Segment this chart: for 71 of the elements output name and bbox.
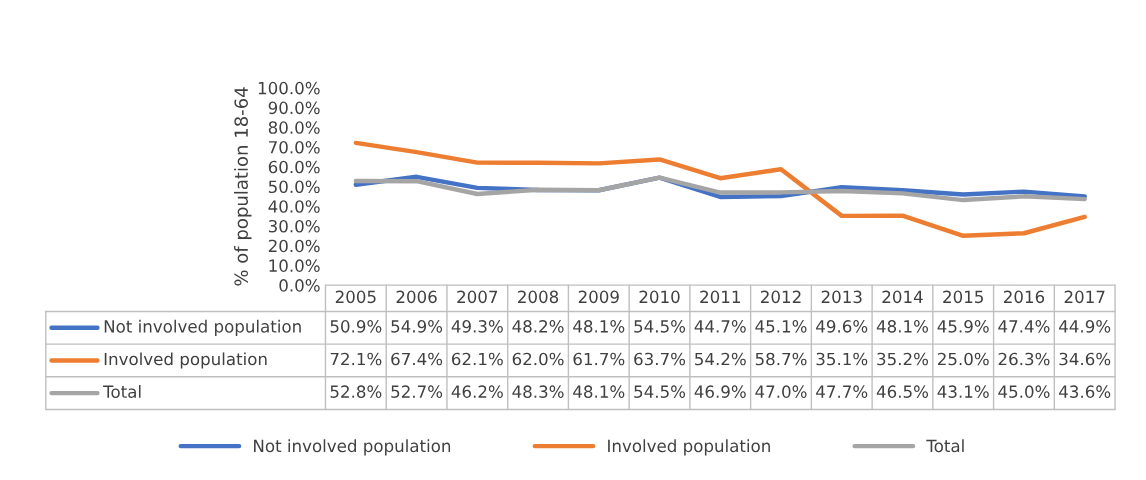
y-axis-title: % of population 18-64: [234, 87, 252, 286]
text: Not involved population: [254, 439, 451, 456]
data-label: 45.0%: [998, 385, 1050, 398]
x-tick-label: 2014: [882, 290, 923, 304]
legend-label: Total: [926, 439, 964, 453]
y-tick-label: 70.0%: [269, 140, 320, 154]
data-label: 35.1%: [816, 352, 868, 366]
x-tick-label: 2012: [761, 290, 801, 304]
y-tick-label: 40.0%: [268, 200, 320, 213]
data-label: 48.1%: [573, 320, 625, 333]
data-label: 62.0%: [512, 352, 564, 366]
data-label: 52.8%: [330, 385, 382, 398]
data-label: 50.9%: [330, 320, 382, 333]
data-label: 54.5%: [634, 385, 686, 398]
x-tick-label: 2013: [821, 290, 862, 304]
data-label: 54.2%: [695, 352, 746, 366]
y-tick-label: 50.0%: [268, 180, 320, 194]
data-label: 62.1%: [452, 352, 503, 366]
x-tick-label: 2017: [1064, 290, 1105, 304]
y-tick-label: 60.0%: [268, 160, 320, 174]
legend-label: Not involved population: [104, 319, 301, 336]
y-tick-label: 10.0%: [269, 259, 320, 272]
data-label: 49.6%: [816, 320, 868, 333]
x-tick-label: 2008: [518, 290, 559, 304]
legend-label: Involved population: [104, 352, 267, 369]
data-label: 63.7%: [634, 352, 686, 366]
data-label: 47.0%: [755, 385, 807, 398]
data-label: 54.9%: [391, 320, 443, 333]
data-label: 48.3%: [512, 385, 564, 398]
line-series: [353, 140, 1087, 239]
y-tick-label: 30.0%: [268, 219, 320, 233]
data-label: 67.4%: [391, 352, 443, 366]
x-tick-label: 2006: [396, 290, 437, 304]
x-tick-label: 2007: [457, 290, 498, 304]
data-label: 46.2%: [451, 385, 503, 398]
data-label: 48.1%: [876, 320, 929, 333]
data-label: 43.6%: [1059, 385, 1111, 398]
x-tick-label: 2005: [335, 290, 376, 304]
data-label: 52.7%: [391, 385, 443, 398]
data-label: 47.4%: [998, 320, 1050, 333]
data-label: 34.6%: [1059, 352, 1111, 366]
data-label: 44.7%: [694, 320, 746, 333]
text: Total: [103, 385, 141, 398]
x-tick-label: 2010: [639, 290, 680, 304]
data-label: 44.9%: [1059, 320, 1111, 333]
data-label: 61.7%: [573, 352, 625, 366]
data-label: 26.3%: [998, 352, 1050, 366]
y-tick-label: 0.0%: [279, 279, 320, 292]
data-label: 45.9%: [937, 320, 989, 333]
data-label: 72.1%: [330, 352, 382, 366]
data-label: 45.1%: [755, 320, 807, 333]
data-label: 46.5%: [876, 385, 929, 398]
x-tick-label: 2016: [1003, 290, 1045, 304]
data-label: 48.1%: [573, 385, 625, 398]
x-tick-label: 2011: [700, 290, 740, 304]
y-tick-label: 100.0%: [258, 81, 320, 95]
data-label: 54.5%: [634, 320, 686, 333]
data-label: 58.7%: [755, 352, 807, 366]
data-label: 47.7%: [816, 385, 868, 398]
y-tick-label: 20.0%: [268, 239, 320, 253]
y-tick-label: 90.0%: [268, 101, 320, 115]
data-label: 43.1%: [937, 385, 989, 398]
x-tick-label: 2009: [578, 290, 619, 304]
y-tick-label: 80.0%: [268, 121, 320, 134]
x-tick-label: 2015: [943, 290, 983, 304]
data-label: 46.9%: [694, 385, 746, 398]
text: Involved population: [608, 439, 770, 456]
data-label: 49.3%: [451, 320, 503, 333]
data-label: 48.2%: [512, 320, 564, 333]
data-label: 35.2%: [877, 352, 929, 366]
data-label: 25.0%: [937, 352, 989, 366]
